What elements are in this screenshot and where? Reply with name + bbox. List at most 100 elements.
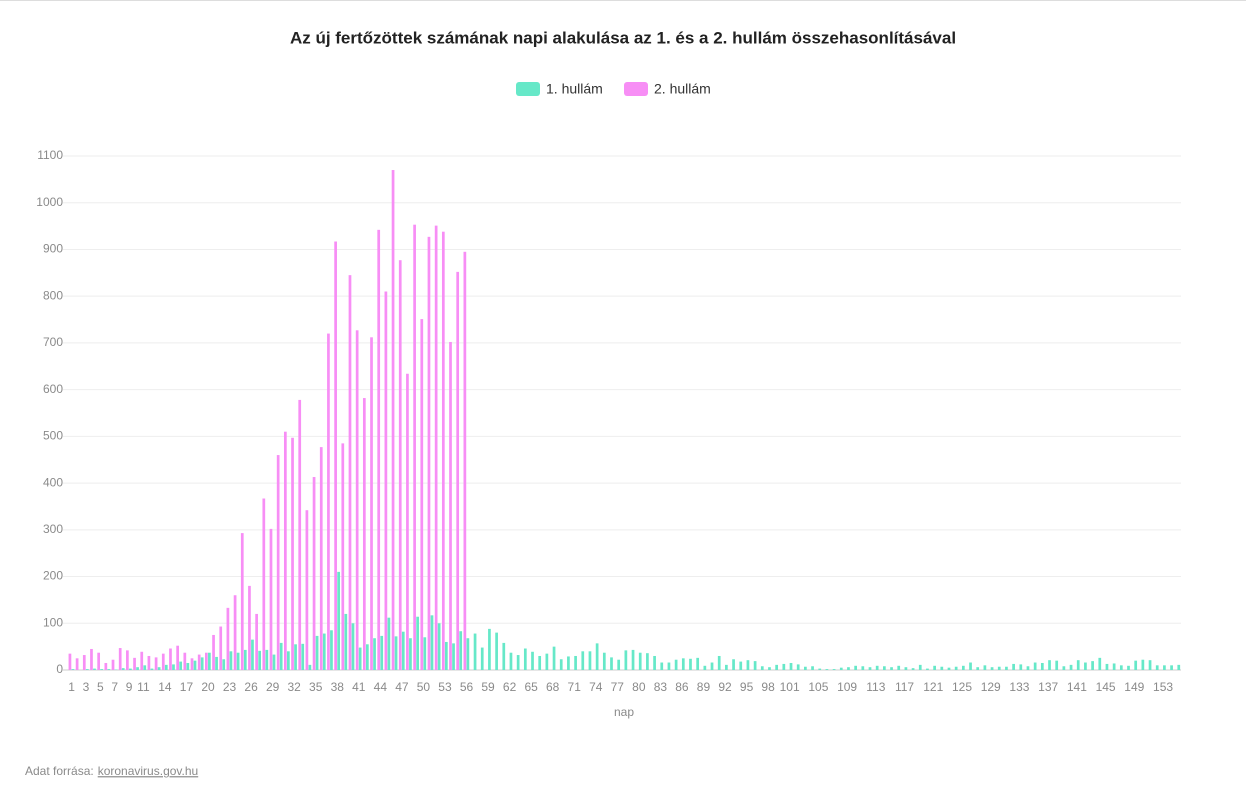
- bar: [136, 667, 139, 670]
- bar: [904, 667, 908, 670]
- bar: [1084, 662, 1087, 670]
- x-tick-label: 65: [524, 680, 538, 694]
- bar: [90, 648, 93, 670]
- source-label: Adat forrása:: [25, 764, 94, 778]
- bar: [602, 652, 606, 670]
- bar: [344, 613, 348, 670]
- bar: [330, 630, 333, 670]
- bar: [279, 642, 283, 670]
- source-link[interactable]: koronavirus.gov.hu: [98, 764, 199, 778]
- bar: [488, 628, 491, 670]
- bar: [71, 669, 75, 670]
- bar: [248, 585, 251, 670]
- bar: [588, 651, 592, 670]
- bar: [509, 652, 513, 670]
- bar: [495, 632, 498, 670]
- x-tick-label: 11: [137, 680, 150, 694]
- bar: [229, 651, 233, 670]
- bar: [161, 653, 165, 670]
- legend-swatch: [516, 82, 540, 96]
- bar: [1019, 664, 1023, 670]
- bar: [890, 667, 893, 670]
- x-tick-label: 44: [374, 680, 388, 694]
- bar: [172, 664, 175, 670]
- x-tick-label: 141: [1067, 680, 1087, 694]
- y-tick-label: 400: [43, 475, 63, 489]
- bar: [240, 533, 244, 670]
- bar: [377, 229, 381, 670]
- bar: [291, 437, 294, 670]
- bar: [176, 645, 179, 670]
- bar: [143, 665, 147, 670]
- x-tick-label: 29: [266, 680, 280, 694]
- x-tick-label: 7: [111, 680, 118, 694]
- bar: [516, 655, 520, 670]
- bar: [789, 662, 793, 670]
- bar: [839, 667, 843, 670]
- x-tick-label: 17: [180, 680, 194, 694]
- bar: [1098, 657, 1102, 670]
- bar: [255, 613, 258, 670]
- x-tick-label: 149: [1124, 680, 1144, 694]
- bar: [818, 668, 822, 670]
- x-tick-label: 68: [546, 680, 560, 694]
- bar: [1119, 665, 1123, 670]
- bar: [832, 669, 836, 670]
- legend-label: 2. hullám: [654, 81, 711, 97]
- bar: [193, 660, 197, 670]
- x-tick-label: 113: [866, 680, 885, 694]
- bar: [305, 510, 309, 670]
- x-tick-label: 1: [68, 680, 75, 694]
- x-tick-label: 35: [309, 680, 323, 694]
- x-tick-label: 41: [352, 680, 366, 694]
- bar: [348, 275, 352, 670]
- bar: [85, 669, 89, 670]
- bar: [732, 659, 735, 670]
- x-tick-label: 3: [83, 680, 90, 694]
- bar: [164, 664, 168, 670]
- bar: [768, 667, 771, 670]
- bar: [782, 663, 786, 670]
- x-tick-label: 101: [780, 680, 800, 694]
- y-tick-label: 100: [43, 615, 63, 629]
- bar: [631, 649, 635, 670]
- bar: [140, 651, 144, 670]
- bar: [617, 659, 621, 670]
- y-tick-label: 1000: [36, 195, 63, 209]
- bar: [287, 651, 290, 670]
- bar: [1005, 666, 1008, 670]
- bar: [420, 319, 424, 670]
- bar: [452, 643, 455, 670]
- legend-swatch: [624, 82, 648, 96]
- bar: [355, 330, 359, 670]
- bar: [68, 653, 72, 670]
- bar: [208, 652, 211, 670]
- bar: [384, 291, 388, 670]
- bar: [466, 638, 470, 670]
- x-tick-label: 80: [632, 680, 646, 694]
- bar: [104, 662, 108, 670]
- bar: [441, 231, 445, 670]
- bar: [456, 271, 460, 670]
- bar: [362, 398, 366, 670]
- x-tick-label: 59: [481, 680, 495, 694]
- bar: [681, 658, 685, 670]
- bar: [301, 643, 305, 670]
- bar: [118, 648, 122, 670]
- bar: [545, 653, 549, 670]
- bar: [1091, 661, 1094, 670]
- bar: [150, 668, 154, 670]
- bar: [796, 664, 800, 670]
- bar: [169, 648, 172, 670]
- bar: [358, 647, 362, 670]
- bar: [883, 666, 886, 670]
- bar: [825, 669, 829, 670]
- bar: [179, 661, 183, 670]
- bar: [1076, 660, 1080, 670]
- bar: [1048, 660, 1051, 670]
- bar: [559, 659, 563, 670]
- bar: [190, 658, 194, 670]
- bar: [126, 650, 129, 670]
- bar: [854, 665, 857, 670]
- bar: [154, 657, 158, 670]
